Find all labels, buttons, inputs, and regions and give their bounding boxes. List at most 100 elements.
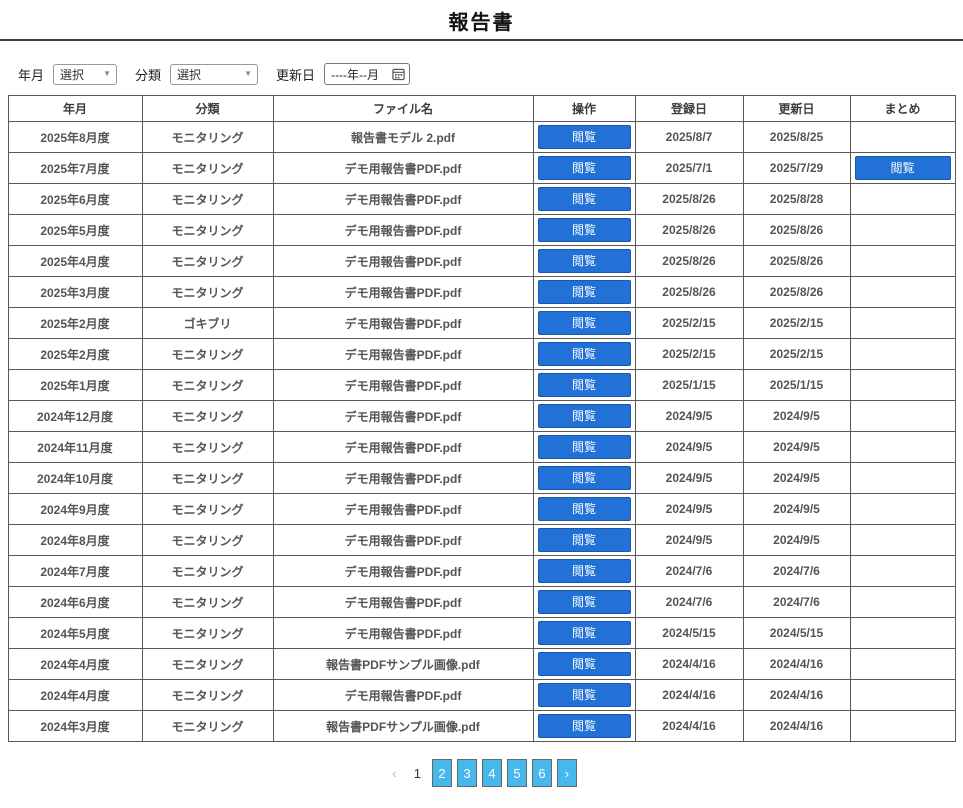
cell-updated: 2024/5/15 [742, 617, 851, 649]
cell-filename: デモ用報告書PDF.pdf [272, 338, 534, 370]
cell-category: ゴキブリ [141, 307, 274, 339]
header-operation: 操作 [532, 95, 636, 122]
view-button[interactable]: 閲覧 [537, 528, 631, 552]
view-button[interactable]: 閲覧 [537, 156, 631, 180]
cell-updated: 2025/8/28 [742, 183, 851, 215]
cell-filename: デモ用報告書PDF.pdf [272, 152, 534, 184]
cell-filename: デモ用報告書PDF.pdf [272, 431, 534, 463]
view-button[interactable]: 閲覧 [537, 652, 631, 676]
cell-operation: 閲覧 [532, 679, 636, 711]
cell-category: モニタリング [141, 214, 274, 246]
pagination-next-button[interactable]: › [556, 759, 577, 787]
cell-matome [849, 679, 956, 711]
cell-filename: デモ用報告書PDF.pdf [272, 400, 534, 432]
cell-updated: 2025/8/26 [742, 245, 851, 277]
pagination-page-button-5[interactable]: 5 [506, 759, 527, 787]
view-button[interactable]: 閲覧 [537, 466, 631, 490]
cell-category: モニタリング [141, 245, 274, 277]
cell-yearmonth: 2025年8月度 [7, 121, 143, 153]
updated-filter-label: 更新日 [276, 67, 316, 83]
cell-registered: 2024/9/5 [634, 462, 744, 494]
view-button[interactable]: 閲覧 [537, 559, 631, 583]
cell-yearmonth: 2025年1月度 [7, 369, 143, 401]
view-button[interactable]: 閲覧 [537, 218, 631, 242]
category-select[interactable]: 選択 ▼ [170, 63, 259, 85]
cell-operation: 閲覧 [532, 214, 636, 246]
cell-registered: 2025/8/26 [634, 276, 744, 308]
cell-operation: 閲覧 [532, 648, 636, 680]
view-button[interactable]: 閲覧 [537, 342, 631, 366]
cell-matome [849, 245, 956, 277]
cell-operation: 閲覧 [532, 431, 636, 463]
cell-updated: 2024/9/5 [742, 431, 851, 463]
cell-updated: 2024/4/16 [742, 648, 851, 680]
cell-yearmonth: 2025年7月度 [7, 152, 143, 184]
pagination-current-page: 1 [413, 765, 421, 781]
cell-updated: 2025/1/15 [742, 369, 851, 401]
cell-operation: 閲覧 [532, 276, 636, 308]
view-button[interactable]: 閲覧 [537, 311, 631, 335]
cell-operation: 閲覧 [532, 307, 636, 339]
chevron-down-icon: ▼ [103, 69, 112, 78]
view-button[interactable]: 閲覧 [537, 497, 631, 521]
cell-matome [849, 431, 956, 463]
cell-category: モニタリング [141, 400, 274, 432]
cell-updated: 2025/2/15 [742, 307, 851, 339]
updated-date-value: ----年--月 [331, 67, 380, 82]
cell-matome [849, 524, 956, 556]
cell-yearmonth: 2024年7月度 [7, 555, 143, 587]
matome-view-button[interactable]: 閲覧 [854, 156, 951, 180]
cell-category: モニタリング [141, 276, 274, 308]
view-button[interactable]: 閲覧 [537, 714, 631, 738]
cell-filename: デモ用報告書PDF.pdf [272, 183, 534, 215]
view-button[interactable]: 閲覧 [537, 590, 631, 614]
pagination-page-button-4[interactable]: 4 [481, 759, 502, 787]
updated-date-input[interactable]: ----年--月 [324, 63, 411, 85]
cell-category: モニタリング [141, 617, 274, 649]
cell-matome [849, 183, 956, 215]
cell-filename: デモ用報告書PDF.pdf [272, 276, 534, 308]
cell-filename: デモ用報告書PDF.pdf [272, 369, 534, 401]
cell-category: モニタリング [141, 121, 274, 153]
cell-registered: 2024/4/16 [634, 648, 744, 680]
cell-registered: 2025/8/26 [634, 245, 744, 277]
view-button[interactable]: 閲覧 [537, 280, 631, 304]
view-button[interactable]: 閲覧 [537, 435, 631, 459]
table-row: 2025年2月度 モニタリング デモ用報告書PDF.pdf 閲覧 2025/2/… [7, 338, 956, 370]
table-row: 2025年8月度 モニタリング 報告書モデル 2.pdf 閲覧 2025/8/7… [7, 121, 956, 153]
cell-filename: デモ用報告書PDF.pdf [272, 679, 534, 711]
table-row: 2025年7月度 モニタリング デモ用報告書PDF.pdf 閲覧 2025/7/… [7, 152, 956, 184]
view-button[interactable]: 閲覧 [537, 125, 631, 149]
cell-yearmonth: 2025年2月度 [7, 338, 143, 370]
cell-updated: 2024/9/5 [742, 524, 851, 556]
yearmonth-select-value: 選択 [60, 67, 85, 82]
view-button[interactable]: 閲覧 [537, 683, 631, 707]
filter-group-category: 分類 選択 ▼ [135, 63, 259, 85]
view-button[interactable]: 閲覧 [537, 621, 631, 645]
cell-updated: 2024/9/5 [742, 400, 851, 432]
yearmonth-select[interactable]: 選択 ▼ [53, 63, 118, 85]
pagination-page-button-2[interactable]: 2 [431, 759, 452, 787]
cell-operation: 閲覧 [532, 369, 636, 401]
view-button[interactable]: 閲覧 [537, 249, 631, 273]
header-matome: まとめ [849, 95, 956, 122]
pagination-page-button-3[interactable]: 3 [456, 759, 477, 787]
view-button[interactable]: 閲覧 [537, 373, 631, 397]
view-button[interactable]: 閲覧 [537, 404, 631, 428]
cell-matome [849, 710, 956, 742]
cell-filename: デモ用報告書PDF.pdf [272, 617, 534, 649]
pagination-page-button-6[interactable]: 6 [531, 759, 552, 787]
view-button[interactable]: 閲覧 [537, 187, 631, 211]
cell-filename: 報告書PDFサンプル画像.pdf [272, 648, 534, 680]
cell-yearmonth: 2025年2月度 [7, 307, 143, 339]
pagination-prev-icon[interactable]: ‹ [392, 765, 397, 781]
cell-filename: デモ用報告書PDF.pdf [272, 493, 534, 525]
cell-category: モニタリング [141, 183, 274, 215]
cell-category: モニタリング [141, 679, 274, 711]
cell-registered: 2024/9/5 [634, 493, 744, 525]
cell-matome [849, 617, 956, 649]
category-filter-label: 分類 [135, 67, 162, 83]
table-row: 2025年2月度 ゴキブリ デモ用報告書PDF.pdf 閲覧 2025/2/15… [7, 307, 956, 339]
cell-updated: 2024/7/6 [742, 555, 851, 587]
